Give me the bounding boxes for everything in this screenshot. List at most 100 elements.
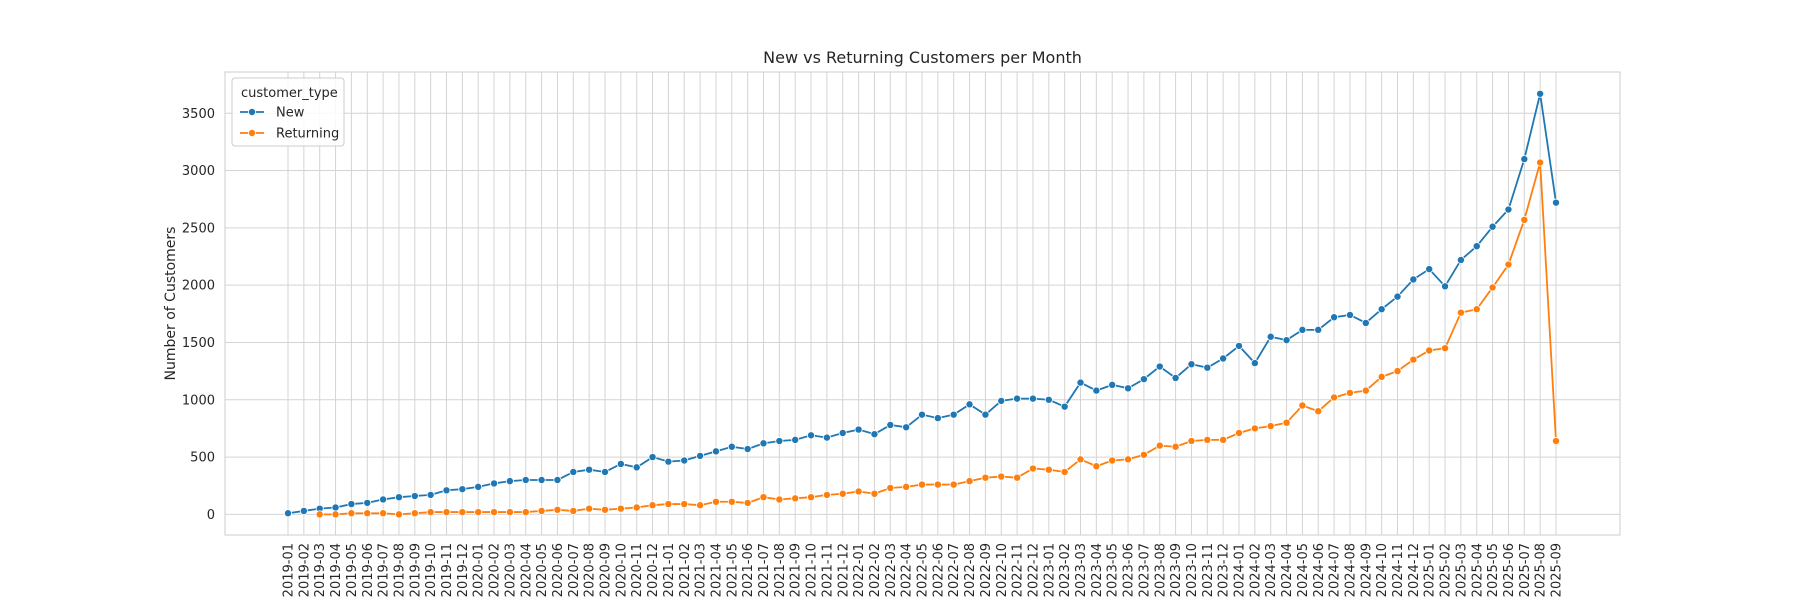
data-point xyxy=(1361,318,1370,327)
legend-title: customer_type xyxy=(241,86,338,101)
data-point xyxy=(299,506,308,515)
data-point xyxy=(664,457,673,466)
x-tick-label: 2025-05 xyxy=(1486,543,1501,597)
x-tick-label: 2021-12 xyxy=(836,543,851,597)
data-point xyxy=(1425,265,1434,274)
data-point xyxy=(1393,292,1402,301)
data-point xyxy=(1139,450,1148,459)
x-tick-label: 2020-03 xyxy=(503,543,518,597)
data-point xyxy=(331,510,340,519)
y-tick-label: 1000 xyxy=(182,393,215,408)
data-point xyxy=(1282,336,1291,345)
data-point xyxy=(410,509,419,518)
data-point xyxy=(997,396,1006,405)
data-point xyxy=(505,477,514,486)
data-point xyxy=(965,400,974,409)
data-point xyxy=(601,505,610,514)
data-point xyxy=(1013,394,1022,403)
x-tick-label: 2023-11 xyxy=(1201,543,1216,597)
x-tick-label: 2021-05 xyxy=(725,543,740,597)
data-point xyxy=(854,487,863,496)
x-tick-label: 2019-09 xyxy=(408,543,423,597)
y-axis-label: Number of Customers xyxy=(163,227,179,381)
y-axis-ticks: 0 500 1000 1500 2000 2500 3000 3500 xyxy=(182,107,215,523)
data-point xyxy=(1219,354,1228,363)
x-tick-label: 2022-03 xyxy=(884,543,899,597)
data-point xyxy=(1171,373,1180,382)
data-point xyxy=(1171,442,1180,451)
data-point xyxy=(442,508,451,517)
data-point xyxy=(1282,418,1291,427)
data-point xyxy=(1552,437,1561,446)
data-point xyxy=(918,480,927,489)
x-tick-label: 2023-10 xyxy=(1185,543,1200,597)
x-tick-label: 2022-07 xyxy=(947,543,962,597)
data-point xyxy=(1155,441,1164,450)
x-tick-label: 2020-11 xyxy=(630,543,645,597)
data-point xyxy=(648,453,657,462)
x-tick-label: 2019-03 xyxy=(313,543,328,597)
data-point xyxy=(1504,205,1513,214)
data-point xyxy=(1266,422,1275,431)
x-tick-label: 2024-03 xyxy=(1264,543,1279,597)
data-point xyxy=(918,410,927,419)
x-tick-label: 2024-06 xyxy=(1312,543,1327,597)
legend-label: New xyxy=(276,106,305,121)
x-tick-label: 2023-09 xyxy=(1169,543,1184,597)
y-tick-label: 0 xyxy=(207,508,215,523)
data-point xyxy=(363,509,372,518)
data-point xyxy=(1441,344,1450,353)
data-point xyxy=(1219,435,1228,444)
x-tick-label: 2021-03 xyxy=(694,543,709,597)
data-point xyxy=(1187,437,1196,446)
x-tick-label: 2024-07 xyxy=(1328,543,1343,597)
data-point xyxy=(759,493,768,502)
data-point xyxy=(1409,275,1418,284)
x-tick-label: 2025-03 xyxy=(1454,543,1469,597)
data-point xyxy=(537,475,546,484)
data-point xyxy=(521,508,530,517)
data-point xyxy=(426,490,435,499)
x-tick-label: 2021-06 xyxy=(741,543,756,597)
x-tick-label: 2020-10 xyxy=(614,543,629,597)
x-tick-label: 2021-02 xyxy=(678,543,693,597)
y-tick-label: 1500 xyxy=(182,336,215,351)
data-point xyxy=(1520,155,1529,164)
y-tick-label: 500 xyxy=(190,451,215,466)
x-tick-label: 2021-01 xyxy=(662,543,677,597)
data-point xyxy=(1377,372,1386,381)
data-point xyxy=(1441,282,1450,291)
x-tick-label: 2022-08 xyxy=(963,543,978,597)
data-point xyxy=(1124,455,1133,464)
x-tick-label: 2020-08 xyxy=(583,543,598,597)
data-point xyxy=(1060,467,1069,476)
data-point xyxy=(1155,362,1164,371)
data-point xyxy=(1361,386,1370,395)
data-point xyxy=(553,505,562,514)
data-point xyxy=(1028,394,1037,403)
data-point xyxy=(822,433,831,442)
x-tick-label: 2025-02 xyxy=(1439,543,1454,597)
data-point xyxy=(1187,360,1196,369)
data-point xyxy=(680,456,689,465)
data-point xyxy=(727,442,736,451)
data-point xyxy=(1028,464,1037,473)
data-point xyxy=(997,472,1006,481)
x-tick-label: 2022-09 xyxy=(979,543,994,597)
x-tick-label: 2024-12 xyxy=(1407,543,1422,597)
x-tick-label: 2019-04 xyxy=(329,543,344,597)
x-tick-label: 2023-01 xyxy=(1042,543,1057,597)
x-tick-label: 2024-02 xyxy=(1248,543,1263,597)
data-point xyxy=(933,480,942,489)
y-tick-label: 2000 xyxy=(182,279,215,294)
data-point xyxy=(315,510,324,519)
x-tick-label: 2021-07 xyxy=(757,543,772,597)
data-point xyxy=(1250,424,1259,433)
data-point xyxy=(949,410,958,419)
data-point xyxy=(648,501,657,510)
x-tick-label: 2021-04 xyxy=(709,543,724,597)
series-returning xyxy=(315,158,1561,519)
legend-box xyxy=(231,77,345,147)
data-point xyxy=(1108,456,1117,465)
x-tick-label: 2019-05 xyxy=(345,543,360,597)
